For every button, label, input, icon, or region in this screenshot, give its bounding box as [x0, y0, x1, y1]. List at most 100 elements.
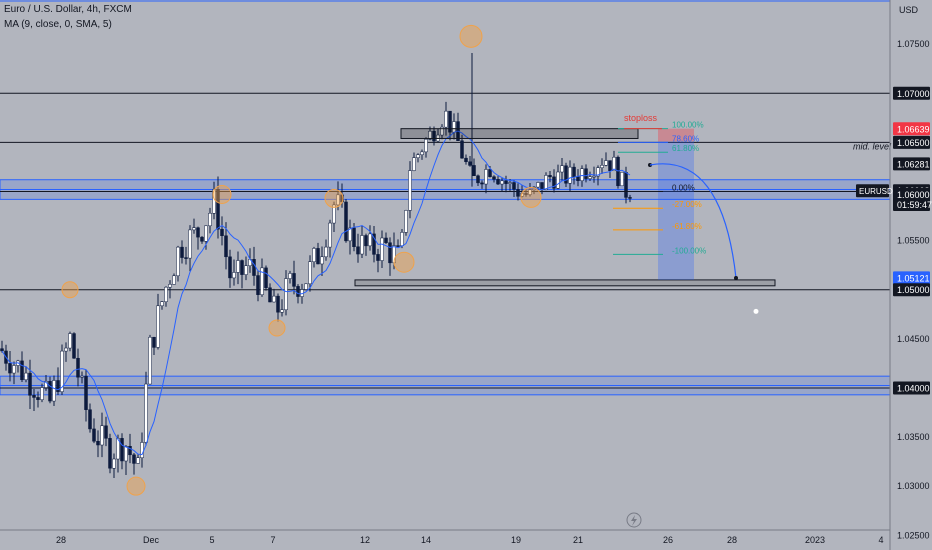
symbol-badge-label: EURUSD — [859, 187, 893, 196]
swing-point-marker[interactable] — [520, 186, 542, 208]
candle-body — [140, 442, 144, 458]
candle-body — [464, 157, 468, 163]
time-axis-label: 21 — [573, 535, 583, 545]
price-tag[interactable] — [893, 283, 930, 297]
candle-body — [292, 273, 296, 287]
candle-body — [284, 278, 288, 311]
fib-level-label: -100.00% — [672, 246, 706, 255]
candle-body — [540, 182, 544, 191]
candle-body — [528, 189, 532, 195]
candle-body — [516, 189, 520, 197]
resistance-box[interactable] — [400, 128, 639, 139]
time-axis-label: 26 — [663, 535, 673, 545]
candle-body — [152, 336, 156, 348]
time-axis-label: 4 — [878, 535, 883, 545]
candle-body — [612, 156, 616, 172]
candle-body — [600, 165, 604, 168]
price-tag-label: 1.06639 — [897, 124, 930, 134]
candle-body — [444, 110, 448, 128]
candle-body — [56, 380, 60, 392]
candle-body — [40, 387, 44, 400]
candle-body — [204, 225, 208, 242]
price-tag[interactable] — [893, 271, 930, 285]
candle-body — [544, 175, 548, 191]
support-box[interactable] — [354, 279, 776, 287]
candle-body — [376, 254, 380, 261]
swing-point-marker[interactable] — [459, 24, 483, 48]
price-tag[interactable] — [893, 135, 930, 149]
candle-body — [396, 245, 400, 247]
candle-body — [52, 380, 56, 402]
candle-body — [408, 170, 412, 211]
time-axis-label: 28 — [727, 535, 737, 545]
candle-body — [164, 286, 168, 302]
candle-body — [232, 272, 236, 279]
candle-body — [72, 333, 76, 359]
time-axis-label: 14 — [421, 535, 431, 545]
candle-body — [276, 295, 280, 313]
candle-body — [480, 182, 484, 185]
candle-body — [500, 180, 504, 185]
candle-body — [336, 194, 340, 206]
price-tag[interactable] — [893, 381, 930, 395]
candle-body — [68, 333, 72, 349]
swing-point-marker[interactable] — [61, 281, 79, 299]
swing-point-marker[interactable] — [212, 184, 232, 204]
candle-body — [488, 169, 492, 177]
candle-body — [28, 372, 32, 396]
swing-point-marker[interactable] — [126, 476, 146, 496]
price-tag[interactable] — [893, 197, 930, 211]
price-axis-currency: USD — [899, 5, 919, 15]
candle-body — [316, 248, 320, 265]
candle-body — [508, 182, 512, 184]
lightning-icon[interactable] — [626, 512, 642, 528]
swing-point-marker[interactable] — [393, 251, 415, 273]
time-axis-label: 19 — [511, 535, 521, 545]
candle-body — [208, 213, 212, 227]
lightning-icon-glyph — [631, 515, 637, 526]
candle-body — [580, 168, 584, 181]
candle-body — [0, 348, 4, 352]
candle-body — [524, 193, 528, 195]
candle-body — [36, 397, 40, 400]
price-tag[interactable] — [893, 86, 930, 100]
fib-level-label: -61.80% — [672, 222, 702, 231]
fib-level-label: 0.00% — [672, 184, 695, 193]
candle-body — [192, 227, 196, 231]
swing-point-marker[interactable] — [268, 319, 286, 337]
indicator-legend[interactable]: MA (9, close, 0, SMA, 5) — [4, 19, 112, 30]
candle-body — [588, 176, 592, 179]
candle-body — [420, 151, 424, 156]
candle-body — [280, 309, 284, 313]
price-tag-label: 01:59:47 — [897, 200, 932, 210]
candle-body — [368, 233, 372, 247]
candle-body — [76, 357, 80, 378]
candle-body — [80, 375, 84, 378]
stoploss-label: stoploss — [624, 113, 658, 123]
candle-body — [364, 235, 368, 247]
swing-point-marker[interactable] — [324, 188, 344, 208]
candle-body — [432, 130, 436, 142]
candle-body — [220, 228, 224, 237]
symbol-badge[interactable] — [856, 184, 889, 198]
projection-arc[interactable] — [649, 163, 737, 279]
candle-body — [504, 180, 508, 184]
candle-body — [468, 161, 472, 166]
candle-body — [100, 425, 104, 446]
price-tag[interactable] — [893, 122, 930, 136]
candle-body — [64, 347, 68, 352]
candle-body — [260, 267, 264, 295]
candle-body — [356, 246, 360, 255]
candle-body — [188, 229, 192, 259]
price-tag[interactable] — [893, 187, 930, 201]
candle-body — [168, 284, 172, 288]
price-tag[interactable] — [893, 157, 930, 171]
candle-body — [624, 172, 628, 198]
candle-body — [296, 286, 300, 297]
candle-body — [224, 235, 228, 258]
candle-body — [252, 259, 256, 276]
candle-body — [352, 227, 356, 247]
mid-level-label: mid. level — [853, 141, 892, 151]
